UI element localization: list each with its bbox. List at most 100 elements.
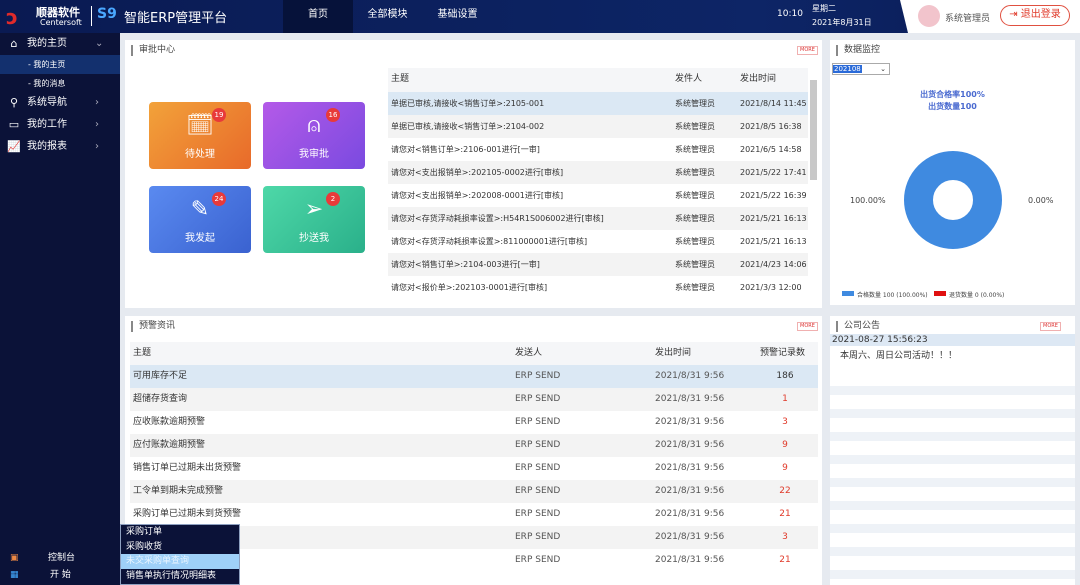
tile-initiated[interactable]: ✎ 我发起 24 bbox=[149, 186, 251, 253]
sender: ERP SEND bbox=[515, 509, 561, 519]
donut-chart: 100.00% 0.00% 合格数量 100 (100.00%) 退货数量 0 (0.… bbox=[842, 151, 1054, 299]
selected-value: 202108 bbox=[833, 65, 862, 73]
table-row[interactable]: 请您对<报价单>:202103-0001进行[审核] 系统管理员 2021/3/3 … bbox=[388, 276, 808, 299]
menu-item[interactable]: 采购收货 bbox=[126, 541, 163, 552]
table-row[interactable]: 请您对<存货浮动耗损率设置>:H54R1S006002进行[审核] 系统管理员 20… bbox=[388, 207, 808, 230]
panel-title: 数据监控 bbox=[836, 45, 880, 56]
sender: 系统管理员 bbox=[675, 99, 715, 108]
tile-cc[interactable]: ➢ 抄送我 2 bbox=[263, 186, 365, 253]
legend-entry[interactable]: 合格数量 100 (100.00%) bbox=[857, 291, 928, 299]
sent-time: 2021/8/31 9:56 bbox=[655, 417, 725, 427]
table-header: 主题 发送人 发出时间 预警记录数 bbox=[130, 342, 818, 365]
nav-basic-settings[interactable]: 基础设置 bbox=[437, 9, 478, 20]
briefcase-icon: ▭ bbox=[8, 118, 20, 131]
subject: 可用库存不足 bbox=[133, 371, 188, 381]
avatar[interactable] bbox=[918, 5, 940, 27]
more-button[interactable]: MORE bbox=[1040, 322, 1061, 331]
table-row[interactable]: 可用库存不足 ERP SEND 2021/8/31 9:56 186 bbox=[130, 365, 818, 388]
tile-my-approval[interactable]: ⍝ 我审批 16 bbox=[263, 102, 365, 169]
count-badge: 2 bbox=[326, 192, 340, 206]
record-count: 3 bbox=[782, 532, 788, 542]
count-badge: 19 bbox=[212, 108, 226, 122]
legend-entry[interactable]: 退货数量 0 (0.00%) bbox=[949, 291, 1004, 299]
app-title: 智能ERP管理平台 bbox=[124, 11, 228, 26]
donut-slice[interactable] bbox=[904, 151, 1002, 249]
send-icon: ➢ bbox=[304, 197, 324, 222]
sent-time: 2021/8/31 9:56 bbox=[655, 394, 725, 404]
console-button[interactable]: ▣ 控制台 bbox=[0, 550, 120, 566]
title-line: 出货数量100 bbox=[928, 102, 977, 111]
logo-mark-icon: ↄ bbox=[6, 5, 18, 29]
table-row[interactable]: 请您对<销售订单>:2104-003进行[一审] 系统管理员 2021/4/23 1… bbox=[388, 253, 808, 276]
sent-time: 2021/8/31 9:56 bbox=[655, 371, 725, 381]
sidebar-item-home[interactable]: ⌂ 我的主页 ⌄ bbox=[0, 33, 120, 55]
table-row[interactable]: 销售订单已过期未出货预警 ERP SEND 2021/8/31 9:56 9 bbox=[130, 457, 818, 480]
table-row[interactable]: 应收账款逾期预警 ERP SEND 2021/8/31 9:56 3 bbox=[130, 411, 818, 434]
notice-time: 2021-08-27 15:56:23 bbox=[830, 334, 1075, 346]
subject: 请您对<报价单>:202103-0001进行[审核] bbox=[391, 283, 548, 292]
notice-list-empty bbox=[830, 372, 1075, 582]
count-badge: 16 bbox=[326, 108, 340, 122]
label: 开 始 bbox=[50, 570, 71, 580]
sidebar-item-reports[interactable]: 📈 我的报表 › bbox=[0, 136, 120, 158]
chevron-right-icon: › bbox=[95, 119, 99, 130]
chevron-down-icon: ⌄ bbox=[95, 38, 104, 49]
nav-all-modules[interactable]: 全部模块 bbox=[367, 9, 408, 20]
sidebar-item-work[interactable]: ▭ 我的工作 › bbox=[0, 114, 120, 136]
table-row[interactable]: 应付账款逾期预警 ERP SEND 2021/8/31 9:56 9 bbox=[130, 434, 818, 457]
logout-button[interactable]: ⇥ 退出登录 bbox=[1000, 5, 1070, 26]
more-button[interactable]: MORE bbox=[797, 322, 818, 331]
sender: ERP SEND bbox=[515, 463, 561, 473]
sender: 系统管理员 bbox=[675, 283, 715, 292]
sender: ERP SEND bbox=[515, 532, 561, 542]
date: 2021年8月31日 bbox=[812, 18, 872, 27]
menu-item[interactable]: 采购订单 bbox=[126, 527, 163, 537]
table-row[interactable]: 采购订单已过期未到货预警 ERP SEND 2021/8/31 9:56 21 bbox=[130, 503, 818, 526]
record-count: 9 bbox=[782, 440, 788, 450]
label: 我发起 bbox=[185, 233, 215, 244]
table-row[interactable]: 请您对<支出报销单>:202105-0002进行[审核] 系统管理员 2021/5/… bbox=[388, 161, 808, 184]
table-row[interactable]: ERP SEND 2021/8/31 9:56 21 bbox=[130, 549, 818, 572]
table-row[interactable]: 请您对<存货浮动耗损率设置>:811000001进行[审核] 系统管理员 2021/… bbox=[388, 230, 808, 253]
table-row[interactable]: ERP SEND 2021/8/31 9:56 3 bbox=[130, 526, 818, 549]
sender: ERP SEND bbox=[515, 440, 561, 450]
table-row[interactable]: 超储存货查询 ERP SEND 2021/8/31 9:56 1 bbox=[130, 388, 818, 411]
subject: 请您对<销售订单>:2104-003进行[一审] bbox=[391, 260, 540, 269]
legend-swatch bbox=[842, 291, 854, 296]
subject: 单据已审核,请接收<销售订单>:2105-001 bbox=[391, 99, 545, 108]
sent-time: 2021/8/31 9:56 bbox=[655, 463, 725, 473]
tile-pending[interactable]: 🗓 待处理 19 bbox=[149, 102, 251, 169]
more-button[interactable]: MORE bbox=[797, 46, 818, 55]
sent-time: 2021/4/23 14:06 bbox=[740, 260, 807, 269]
table-row[interactable]: 单据已审核,请接收<销售订单>:2105-001 系统管理员 2021/8/14 1… bbox=[388, 92, 808, 115]
notice-item[interactable]: 本周六、周日公司活动！！！ bbox=[840, 351, 958, 361]
data-label: 100.00% bbox=[850, 196, 886, 205]
warning-panel: 预警资讯 MORE 主题 发送人 发出时间 预警记录数 可用库存不足 ERP SEND 20… bbox=[125, 316, 822, 585]
sidebar-sub-my-messages[interactable]: - 我的消息 bbox=[28, 79, 66, 88]
table-row[interactable]: 工令单到期未完成预警 ERP SEND 2021/8/31 9:56 22 bbox=[130, 480, 818, 503]
stamp-icon: ⍝ bbox=[307, 113, 321, 138]
column-header: 主题 bbox=[133, 348, 152, 358]
start-button[interactable]: ▦ 开 始 bbox=[0, 567, 120, 583]
table-row[interactable]: 单据已审核,请接收<销售订单>:2104-002 系统管理员 2021/8/5 16… bbox=[388, 115, 808, 138]
table-row[interactable]: 请您对<支出报销单>:202008-0001进行[审核] 系统管理员 2021/5/… bbox=[388, 184, 808, 207]
chart-icon: 📈 bbox=[7, 140, 21, 153]
menu-item[interactable]: 销售单执行情况明细表 bbox=[126, 570, 217, 581]
menu-item[interactable]: 未交采购单查询 bbox=[121, 554, 239, 569]
nav-home[interactable]: 首页 bbox=[283, 0, 353, 33]
table-header: 主题 发件人 发出时间 bbox=[388, 68, 808, 92]
sidebar-sub-my-home[interactable]: - 我的主页 bbox=[0, 55, 120, 74]
sender: 系统管理员 bbox=[675, 214, 715, 223]
data-monitor-panel: 数据监控 202108 ⌄ 出货合格率100% 出货数量100 100.00% 0.0… bbox=[830, 40, 1075, 305]
table-row[interactable]: 请您对<销售订单>:2106-001进行[一审] 系统管理员 2021/6/5 14… bbox=[388, 138, 808, 161]
label: 我审批 bbox=[299, 149, 329, 160]
sidebar-item-navigation[interactable]: ⚲ 系统导航 › bbox=[0, 92, 120, 114]
logout-icon: ⇥ bbox=[1009, 9, 1021, 20]
period-select[interactable]: 202108 ⌄ bbox=[832, 63, 890, 75]
scrollbar[interactable] bbox=[810, 80, 817, 180]
sent-time: 2021/8/31 9:56 bbox=[655, 532, 725, 542]
column-header: 发出时间 bbox=[655, 348, 692, 358]
subject: 请您对<支出报销单>:202105-0002进行[审核] bbox=[391, 168, 564, 177]
edit-document-icon: ✎ bbox=[190, 197, 210, 222]
top-header: ↄ 顺器软件 Centersoft S9 智能ERP管理平台 首页 全部模块 基… bbox=[0, 0, 1080, 33]
